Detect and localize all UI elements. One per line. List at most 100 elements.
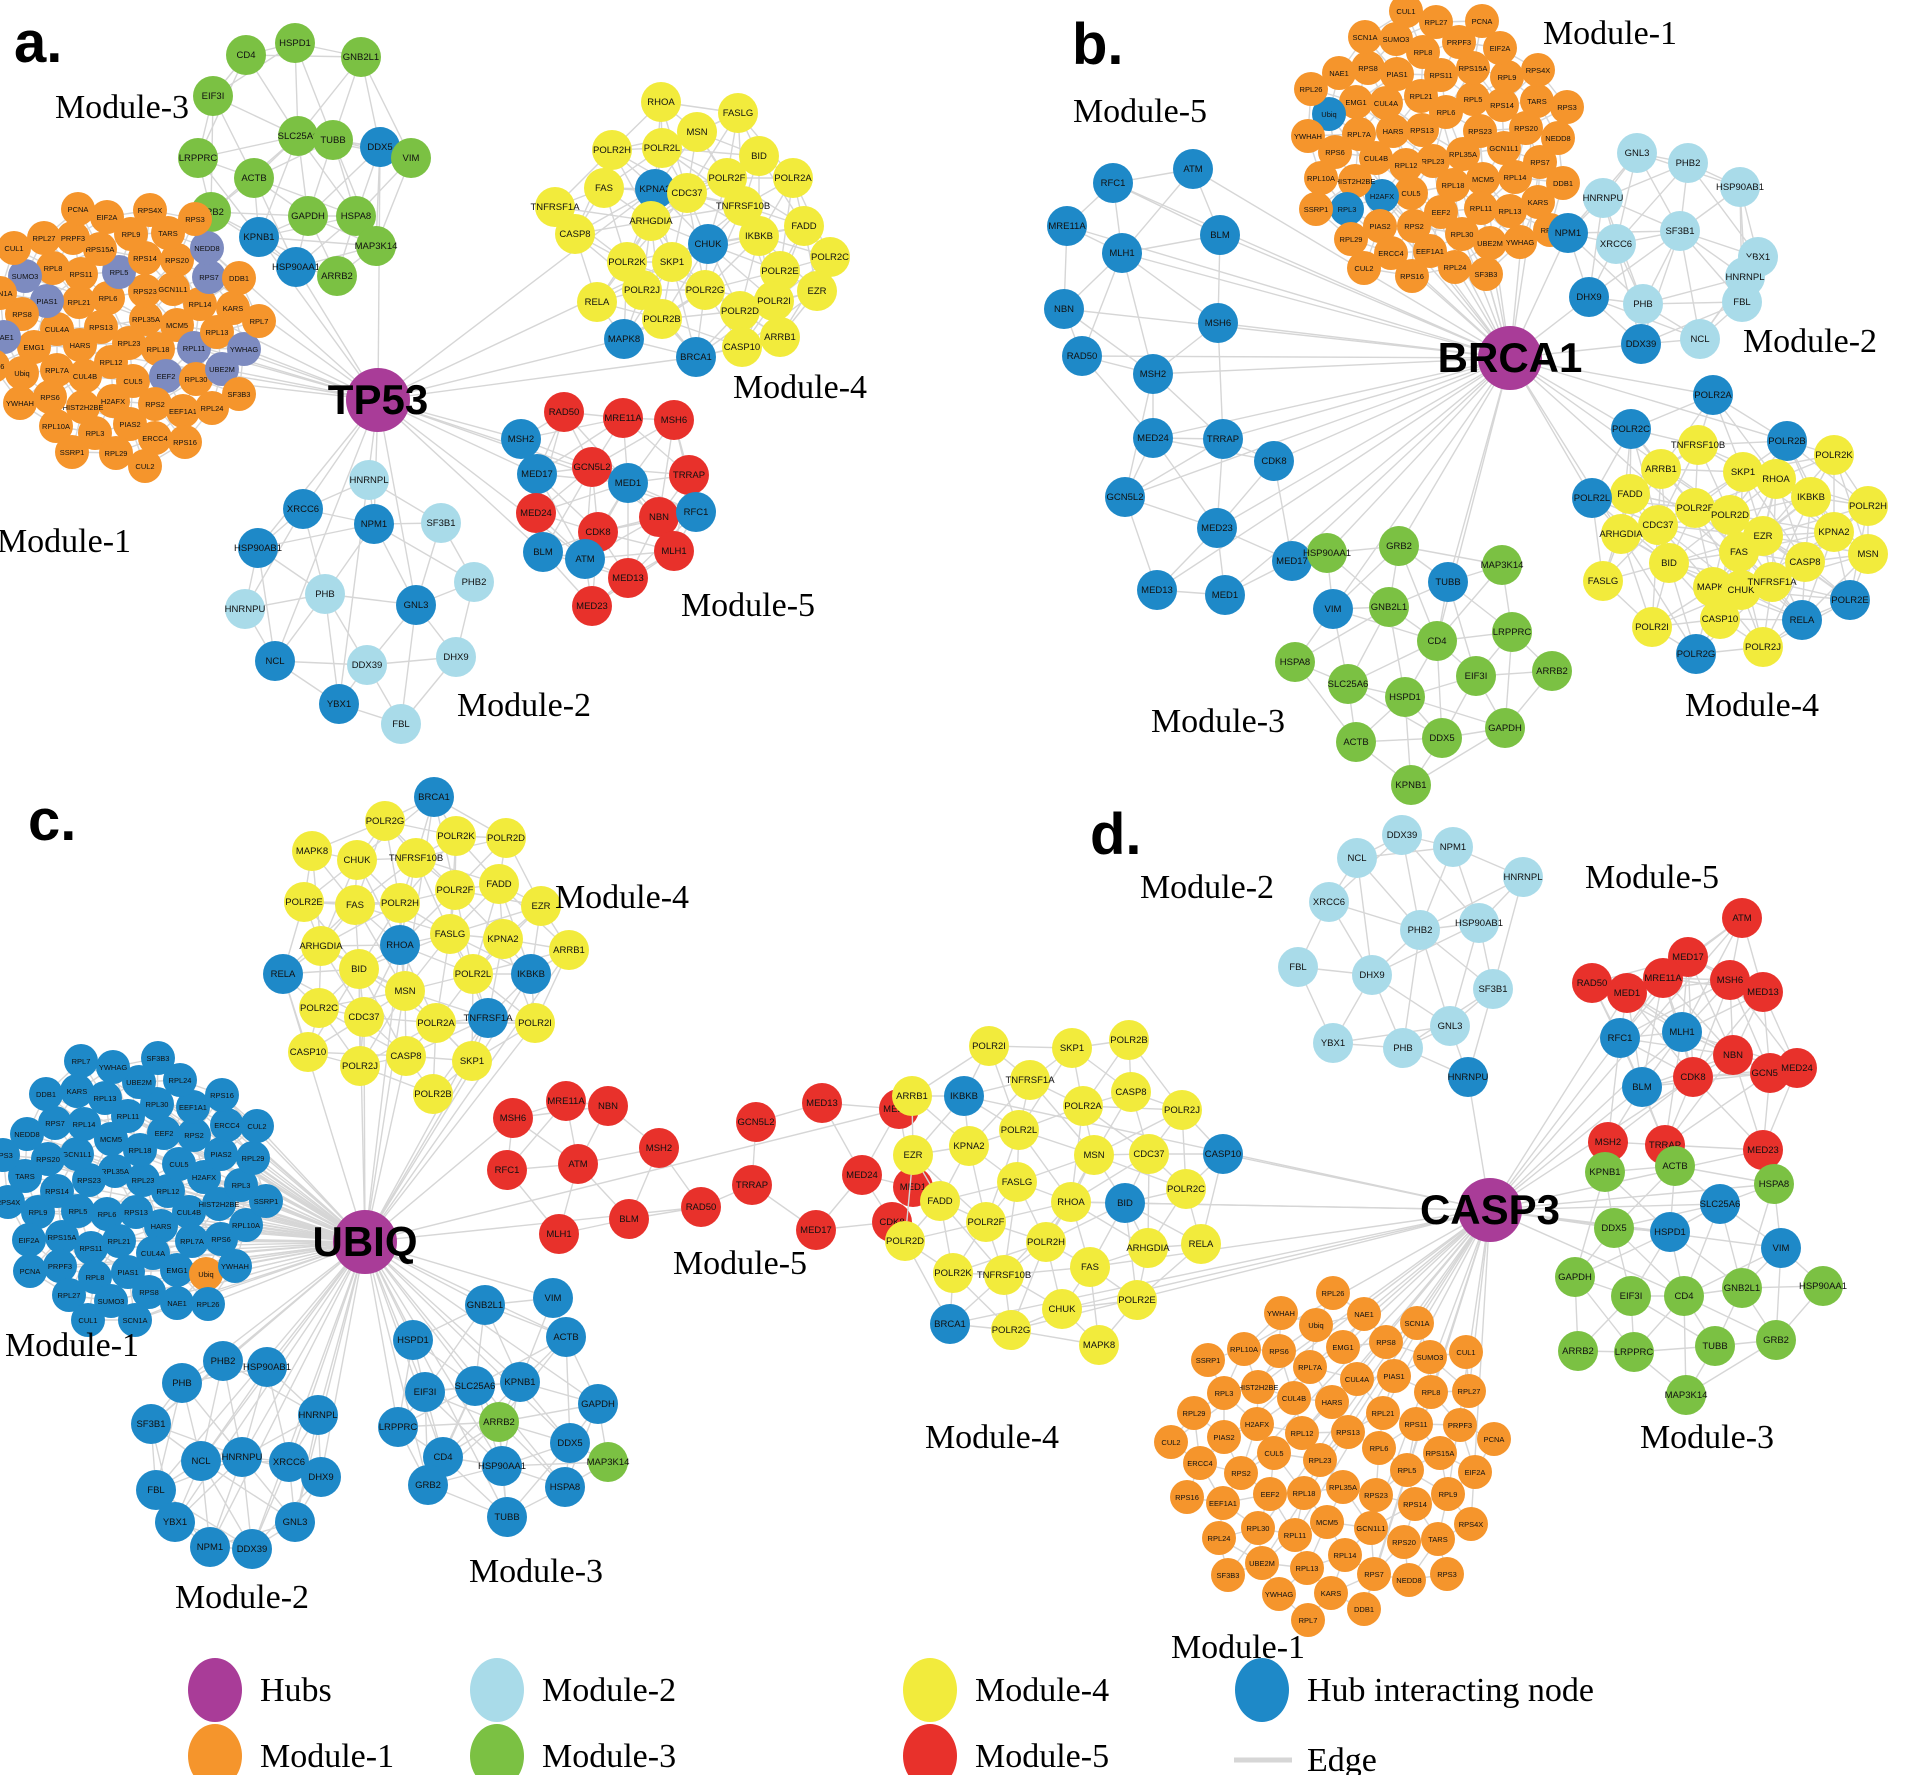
node-POLR2L — [453, 954, 493, 994]
node-RPL8 — [78, 1260, 112, 1294]
node-ACTB — [1336, 722, 1376, 762]
node-label: FAS — [1730, 547, 1748, 558]
node-POLR2E — [760, 251, 800, 291]
module-title: Module-2 — [175, 1579, 309, 1616]
node-POLR2E — [1117, 1280, 1157, 1320]
node-SSRP1 — [1299, 192, 1333, 226]
hub-label: TP53 — [328, 376, 428, 423]
node-label: TARS — [15, 1172, 34, 1181]
node-label: POLR2L — [1574, 493, 1610, 504]
node-YWHAH — [3, 386, 37, 420]
node-label: GCN5L2 — [1107, 492, 1144, 503]
node-BID — [739, 136, 779, 176]
node-label: XRCC6 — [273, 1457, 305, 1468]
node-label: DHX9 — [1576, 292, 1601, 303]
node-RAD50 — [544, 392, 584, 432]
hub-edge — [1489, 1149, 1764, 1211]
node-MED13 — [608, 558, 648, 598]
node-label: POLR2I — [518, 1018, 552, 1029]
node-SCN1A — [0, 276, 17, 310]
node-EIF3I — [405, 1372, 445, 1412]
node-label: POLR2C — [300, 1003, 338, 1014]
node-H2AFX — [1365, 179, 1399, 213]
hub-edge — [364, 1241, 567, 1338]
hub-edge — [364, 1241, 571, 1444]
node-label: MED23 — [576, 601, 608, 612]
node-label: EEF2 — [1261, 1490, 1280, 1499]
node-label: TRRAP — [1207, 434, 1239, 445]
node-label: CUL4B — [177, 1208, 201, 1217]
node-RPL11 — [111, 1099, 145, 1133]
node-label: MAP3K14 — [587, 1457, 630, 1468]
node-IKBKB — [511, 954, 551, 994]
node-CUL1 — [71, 1303, 105, 1337]
node-label: ATM — [568, 1159, 587, 1170]
node-PCNA — [13, 1254, 47, 1288]
node-label: CUL1 — [4, 244, 23, 253]
module-title: Module-3 — [1151, 703, 1285, 740]
node-label: CASP10 — [1205, 1149, 1241, 1160]
node-label: NBN — [649, 512, 669, 523]
node-label: YWHAG — [1506, 238, 1535, 247]
node-label: ERCC4 — [142, 434, 167, 443]
node-PHB2 — [1400, 910, 1440, 950]
hub-label: UBIQ — [313, 1218, 418, 1265]
node-TNFRSF1A — [1752, 562, 1792, 602]
node-POLR2E — [1830, 580, 1870, 620]
panel-letter: b. — [1072, 12, 1124, 77]
node-TNFRSF10B — [723, 186, 763, 226]
node-KPNA2 — [949, 1126, 989, 1166]
hub-edge — [1447, 357, 1511, 583]
node-PRPF3 — [1443, 1408, 1477, 1442]
hub-edge — [251, 1241, 366, 1550]
node-label: HNRNPL — [349, 475, 388, 486]
node-label: POLR2C — [1612, 424, 1650, 435]
node-HNRNPL — [298, 1395, 338, 1435]
module-title: Module-1 — [5, 1327, 139, 1364]
node-PHB2 — [1668, 143, 1708, 183]
node-SSRP1 — [1191, 1343, 1225, 1377]
node-label: RPL26 — [1322, 1289, 1345, 1298]
node-GRB2 — [1379, 526, 1419, 566]
node-label: RPS4X — [0, 1198, 20, 1207]
node-MSN — [1848, 534, 1888, 574]
node-label: HNRNPU — [222, 1452, 263, 1463]
node-HNRNPU — [222, 1437, 262, 1477]
node-label: YBX1 — [1746, 252, 1770, 263]
node-HSP90AA1 — [276, 247, 316, 287]
node-SLC25A6 — [1700, 1184, 1740, 1224]
node-RPL5 — [1456, 82, 1490, 116]
node-CHUK — [688, 224, 728, 264]
node-label: RPS15A — [48, 1233, 77, 1242]
node-label: POLR2F — [968, 1217, 1005, 1228]
node-label: PRPF3 — [61, 234, 85, 243]
node-CUL4B — [68, 359, 102, 393]
node-TARS — [151, 216, 185, 250]
node-label: RPS15A — [1459, 64, 1488, 73]
node-ATM — [558, 1144, 598, 1184]
node-label: RPL8 — [86, 1273, 105, 1282]
module-b-Module-2: GNL3 PHB2 HSP90AB1 HNRNPU NPM1 XRCC6 SF3B1 YBX1… — [1548, 133, 1778, 364]
node-label: CASP8 — [1789, 557, 1820, 568]
node-MCM5 — [1466, 162, 1500, 196]
node-RPL29 — [1177, 1396, 1211, 1430]
node-label: MCM5 — [166, 321, 188, 330]
node-label: POLR2K — [437, 831, 475, 842]
node-label: RPL7A — [45, 366, 69, 375]
node-label: SCN1A — [0, 289, 13, 298]
node-label: Ubiq — [14, 369, 29, 378]
node-CDC37 — [667, 173, 707, 213]
node-MED17 — [796, 1210, 836, 1250]
node-label: PIAS2 — [119, 420, 140, 429]
node-label: GCN5L2 — [738, 1117, 775, 1128]
node-label: HSPD1 — [279, 38, 311, 49]
node-label: RPL14 — [73, 1120, 96, 1129]
node-label: RPL8 — [44, 264, 63, 273]
node-label: RPS23 — [77, 1176, 101, 1185]
node-label: RPL3 — [1338, 205, 1357, 214]
node-RPS6 — [1262, 1334, 1296, 1368]
node-HSP90AA1 — [1307, 533, 1347, 573]
node-GNL3 — [1430, 1006, 1470, 1046]
node-label: SUMO3 — [98, 1297, 125, 1306]
node-RFC1 — [676, 492, 716, 532]
